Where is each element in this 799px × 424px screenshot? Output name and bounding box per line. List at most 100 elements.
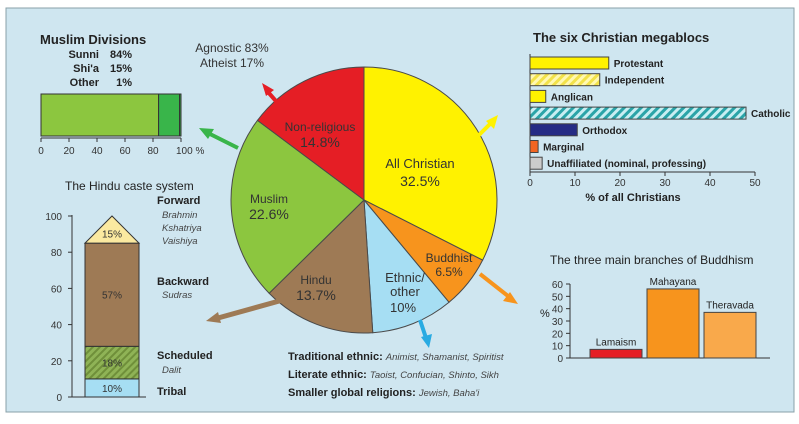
- muslim-tick-label: 80: [147, 146, 159, 157]
- label-nonreligious-value: 14.8%: [300, 134, 340, 150]
- caste-backward: Backward: [157, 276, 209, 288]
- buddhism-bar-mahayana: [646, 288, 700, 359]
- hindu-tick-label: 40: [51, 321, 63, 332]
- pie-slice-muslim: [230, 119, 365, 294]
- pie-arrows: [199, 83, 518, 348]
- label-ethnic-value: 10%: [390, 300, 416, 315]
- arrow-orange: [478, 272, 518, 304]
- ethnic-notes: Traditional ethnic: Animist, Shamanist, …: [288, 351, 504, 399]
- label-muslim-value: 22.6%: [249, 206, 289, 222]
- muslim-row-value-sunni: 84%: [110, 49, 132, 61]
- arrow-red: [262, 83, 284, 110]
- religion-pie-chart: [230, 66, 498, 334]
- christian-bar-independent: [529, 73, 601, 87]
- ethnic-note-literate-head: Literate ethnic:: [288, 369, 367, 381]
- hindu-stacked-column: 10% 18% 57% 15%: [83, 215, 141, 398]
- hindu-y-ticks: 0 20 40 60 80 100: [45, 212, 72, 404]
- christian-x-ticks: 0 10 20 30 40 50: [527, 172, 761, 189]
- ethnic-note-traditional-head: Traditional ethnic:: [288, 351, 383, 363]
- buddhism-title: The three main branches of Buddhism: [550, 253, 753, 267]
- label-buddhist-name: Buddhist: [426, 251, 473, 265]
- buddhism-panel: The three main branches of Buddhism % 01…: [540, 253, 770, 365]
- muslim-bar-other: [179, 93, 182, 137]
- pie-slice-ethnic-other: [363, 198, 450, 334]
- ethnic-note-smaller-head: Smaller global religions:: [288, 387, 416, 399]
- hindu-tick-label: 0: [56, 393, 62, 404]
- christian-bar-label: Orthodox: [582, 126, 627, 137]
- christian-bar-label: Independent: [605, 76, 665, 87]
- label-hindu-name: Hindu: [300, 273, 331, 287]
- hindu-segment-label: 10%: [102, 384, 122, 395]
- caste-scheduled-sub: Dalit: [162, 365, 181, 376]
- label-ethnic-line1: Ethnic/: [385, 270, 425, 285]
- ethnic-note-literate-items: Taoist, Confucian, Shinto, Sikh: [370, 370, 499, 381]
- muslim-divisions-title: Muslim Divisions: [40, 32, 146, 47]
- christian-bar-label: Marginal: [543, 143, 584, 154]
- atheist-label: Atheist 17%: [200, 56, 264, 70]
- hindu-segment-label: 57%: [102, 291, 122, 302]
- buddhism-tick-label: 20: [552, 329, 564, 340]
- hindu-tick-label: 80: [51, 248, 63, 259]
- ethnic-note-traditional: Traditional ethnic: Animist, Shamanist, …: [288, 351, 504, 363]
- christian-bar-label: Catholic: [751, 109, 791, 120]
- christian-bar-orthodox: [529, 123, 578, 137]
- caste-forward-sub-3: Vaishiya: [162, 236, 198, 247]
- pie-slice-non-religious: [256, 66, 365, 201]
- christian-bar-catholic: [529, 106, 747, 120]
- muslim-divisions-panel: Muslim Divisions Sunni 84% Shi'a 15% Oth…: [38, 32, 204, 157]
- hindu-segment-scheduled: [84, 345, 140, 380]
- buddhism-tick-label: 0: [557, 354, 563, 365]
- buddhism-y-label: %: [540, 308, 550, 320]
- muslim-axis-ticks: 0 20 40 60 80 100 %: [38, 138, 204, 157]
- christian-tick-label: 40: [704, 178, 716, 189]
- christian-bars: Protestant Independent Anglican Catholic Ort…: [529, 56, 791, 170]
- muslim-bar-shi-a: [158, 93, 181, 137]
- buddhism-bar-label: Lamaism: [596, 337, 637, 348]
- label-christian-value: 32.5%: [400, 173, 440, 189]
- muslim-tick-label: 100 %: [176, 146, 204, 157]
- ethnic-note-smaller-items: Jewish, Baha'i: [418, 388, 480, 399]
- label-ethnic-line2: other: [390, 284, 420, 299]
- muslim-tick-label: 40: [91, 146, 103, 157]
- buddhism-bar-lamaism: [589, 348, 643, 359]
- christian-tick-label: 10: [569, 178, 581, 189]
- label-nonreligious-name: Non-religious: [285, 120, 356, 134]
- hindu-segment-label: 18%: [102, 359, 122, 370]
- ethnic-note-smaller: Smaller global religions: Jewish, Baha'i: [288, 387, 480, 399]
- caste-scheduled: Scheduled: [157, 350, 213, 362]
- muslim-tick-label: 20: [63, 146, 75, 157]
- muslim-stacked-bar: [40, 93, 182, 137]
- buddhism-tick-label: 30: [552, 317, 564, 328]
- buddhism-tick-label: 50: [552, 292, 564, 303]
- caste-forward-sub-1: Brahmin: [162, 210, 197, 221]
- hindu-tick-label: 60: [51, 284, 63, 295]
- christian-tick-label: 50: [749, 178, 761, 189]
- caste-forward-sub-2: Kshatriya: [162, 223, 202, 234]
- christian-tick-label: 0: [527, 178, 533, 189]
- christian-bar-anglican: [529, 89, 547, 103]
- muslim-bar-sunni: [40, 93, 160, 137]
- ethnic-note-traditional-items: Animist, Shamanist, Spiritist: [385, 352, 504, 363]
- buddhism-bar-label: Theravada: [706, 300, 754, 311]
- buddhism-tick-label: 60: [552, 280, 564, 291]
- pie-slice-hindu: [268, 198, 374, 334]
- arrow-brown: [206, 295, 291, 323]
- christian-blocs-title: The six Christian megablocs: [533, 30, 709, 45]
- buddhism-bar-theravada: [703, 311, 757, 359]
- hindu-caste-title: The Hindu caste system: [65, 179, 194, 193]
- hindu-segment-label: 15%: [102, 230, 122, 241]
- christian-blocs-panel: The six Christian megablocs Protestant In…: [527, 30, 791, 204]
- label-buddhist-value: 6.5%: [435, 265, 463, 279]
- buddhism-tick-label: 40: [552, 305, 564, 316]
- caste-backward-sub: Sudras: [162, 290, 192, 301]
- christian-tick-label: 30: [659, 178, 671, 189]
- christian-bar-label: Protestant: [614, 59, 664, 70]
- muslim-tick-label: 60: [119, 146, 131, 157]
- label-muslim-name: Muslim: [250, 192, 288, 206]
- christian-bar-label: Unaffiliated (nominal, professing): [547, 159, 706, 170]
- caste-tribal: Tribal: [157, 386, 186, 398]
- hindu-segment-forward: [83, 215, 141, 244]
